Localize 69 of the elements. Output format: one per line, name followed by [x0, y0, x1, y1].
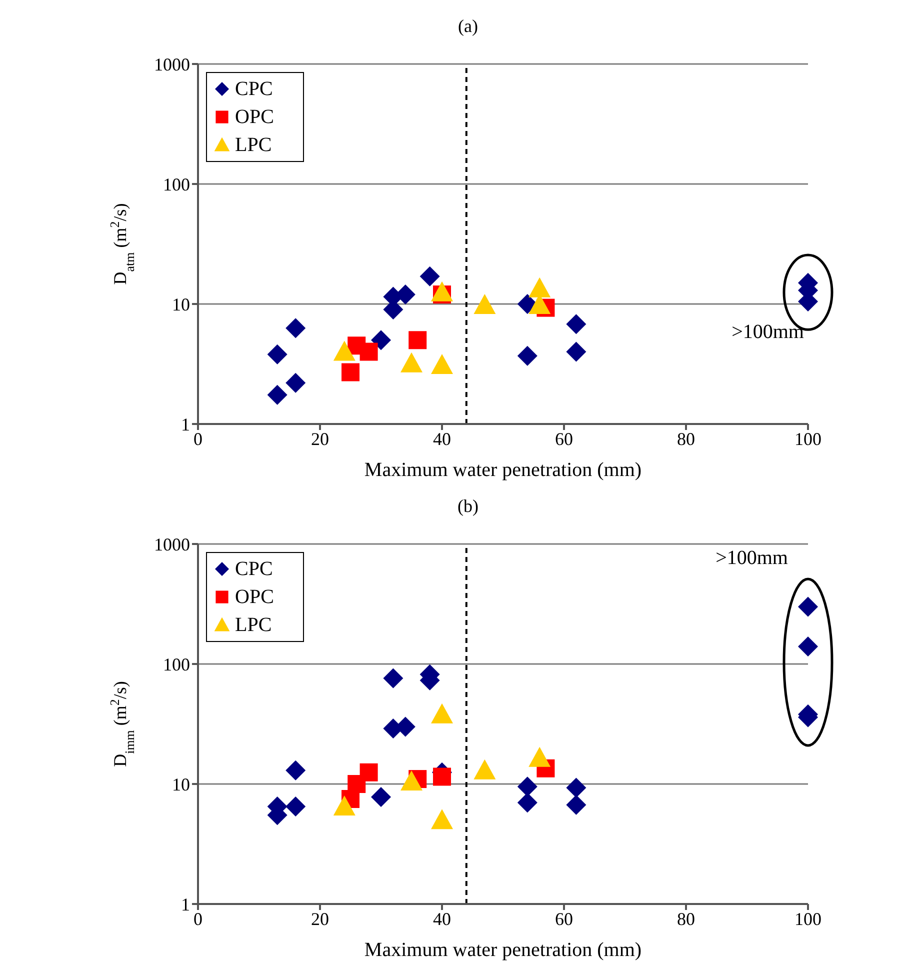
point — [408, 331, 427, 350]
point — [474, 759, 496, 780]
x-tick-label: 0 — [194, 908, 202, 929]
legend-label: OPC — [235, 105, 274, 130]
legend-label: OPC — [235, 585, 274, 610]
x-tick-label: 80 — [677, 908, 695, 929]
y-tick-label: 100 — [163, 654, 190, 674]
annotation: >100mm — [716, 546, 788, 570]
chart-title: (b) — [456, 495, 480, 518]
y-tick-label: 1 — [181, 414, 190, 434]
x-tick-label: 20 — [311, 428, 329, 449]
point — [528, 277, 551, 298]
chart-title: (a) — [457, 15, 479, 38]
point — [267, 344, 288, 364]
x-tick-label: 40 — [433, 428, 451, 449]
x-tick-label: 80 — [677, 428, 695, 449]
x-tick-label: 100 — [794, 908, 822, 929]
point — [798, 636, 818, 656]
legend-label: LPC — [235, 133, 272, 158]
point — [360, 763, 378, 782]
point — [798, 596, 818, 617]
point — [342, 363, 360, 382]
point — [474, 294, 496, 314]
x-axis-title: Maximum water penetration (mm) — [364, 459, 642, 481]
legend-label: CPC — [235, 557, 273, 582]
point — [528, 746, 551, 767]
point — [360, 342, 378, 361]
point — [286, 318, 306, 338]
x-tick-label: 40 — [433, 908, 451, 929]
x-tick-label: 20 — [311, 908, 329, 929]
y-tick-label: 1000 — [154, 54, 190, 74]
point — [431, 703, 453, 724]
point — [371, 330, 391, 350]
y-tick-label: 100 — [163, 174, 190, 194]
point — [286, 760, 306, 780]
point — [333, 795, 356, 816]
point — [400, 770, 422, 790]
x-axis-title: Maximum water penetration (mm) — [364, 939, 642, 961]
x-tick-label: 0 — [194, 428, 202, 449]
point — [517, 294, 538, 314]
point — [433, 768, 451, 786]
point — [420, 266, 440, 286]
point — [566, 314, 586, 334]
point — [566, 794, 586, 815]
point — [566, 778, 586, 798]
point — [371, 786, 391, 807]
legend-label: LPC — [235, 613, 272, 638]
annotation: >100mm — [732, 321, 804, 344]
point — [517, 346, 538, 366]
y-tick-label: 1 — [181, 894, 190, 914]
x-tick-label: 60 — [555, 428, 573, 449]
point — [286, 796, 306, 816]
point — [267, 384, 288, 405]
point — [431, 809, 453, 830]
point — [400, 352, 422, 372]
point — [517, 792, 538, 813]
x-tick-label: 60 — [555, 908, 573, 929]
point — [333, 340, 356, 361]
x-tick-label: 100 — [794, 428, 822, 449]
point — [383, 668, 404, 688]
legend-label: CPC — [235, 77, 273, 102]
point — [517, 776, 538, 797]
point — [566, 342, 586, 362]
y-tick-label: 10 — [172, 774, 190, 794]
point — [431, 354, 453, 374]
y-tick-label: 1000 — [154, 534, 190, 554]
point — [286, 372, 306, 393]
point — [431, 281, 453, 302]
y-tick-label: 10 — [172, 294, 190, 314]
